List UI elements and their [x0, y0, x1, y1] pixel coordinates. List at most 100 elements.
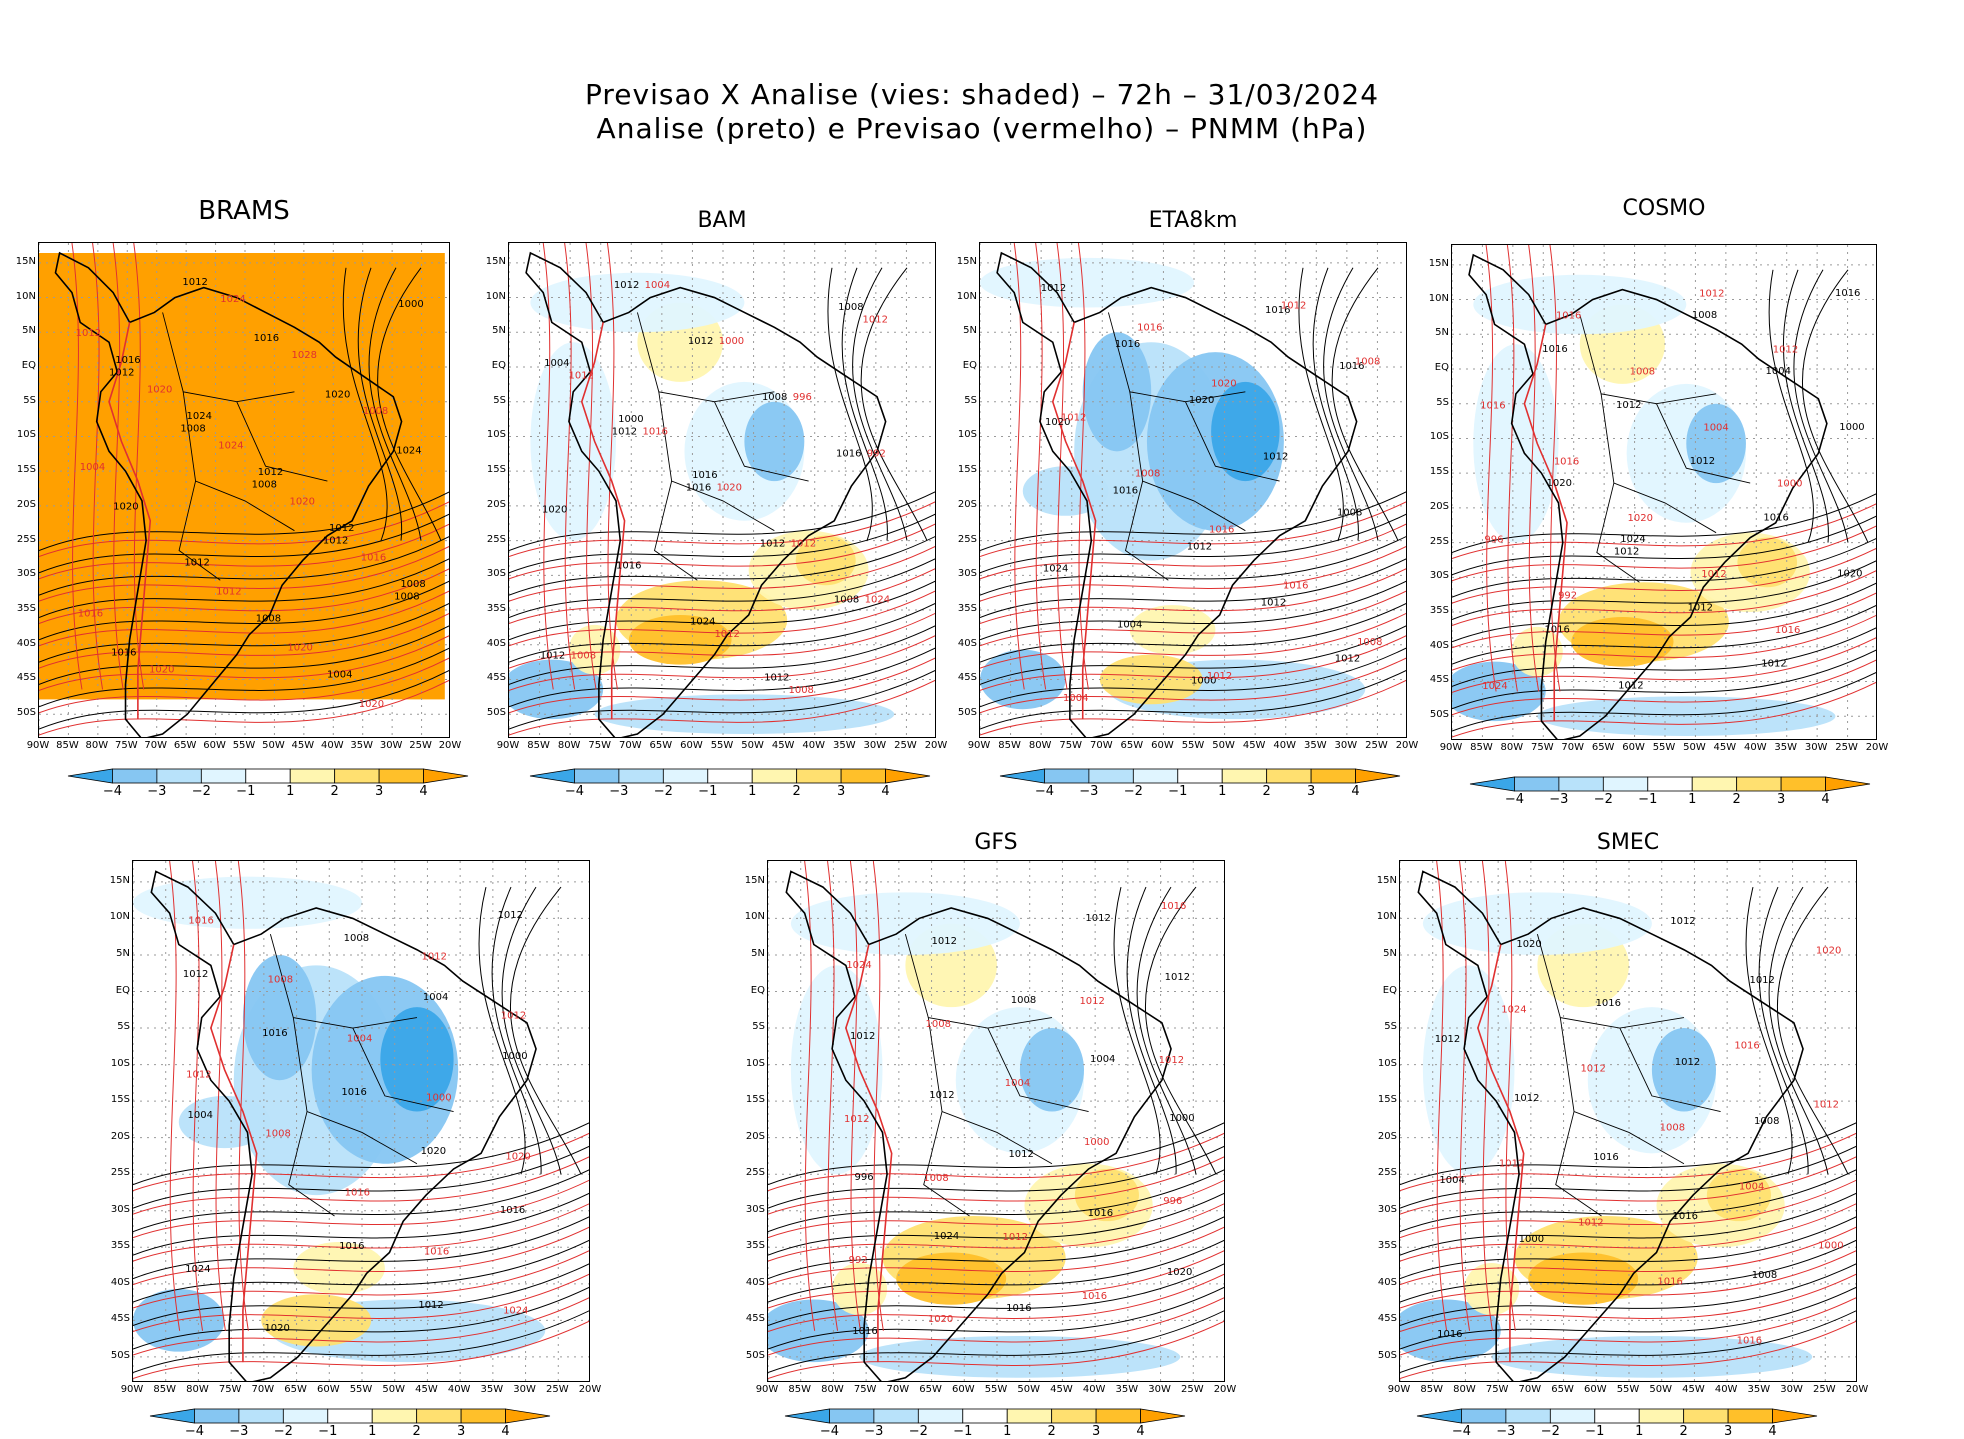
colorbar-tick-label: −1 [1585, 1424, 1605, 1439]
country-border [714, 401, 809, 482]
contour-label: 1012 [863, 314, 888, 325]
contour-label: 996 [1484, 535, 1503, 546]
bias-area [859, 1336, 1181, 1378]
isobar-analysis [509, 558, 935, 618]
lat-tick-label: 10S [1429, 431, 1449, 443]
contour-label: 1012 [76, 328, 101, 339]
isobar-analysis [1793, 269, 1849, 543]
isobar-analysis [980, 602, 1406, 663]
continent-outline [1417, 870, 1804, 1381]
colorbar-tick-label: 2 [1679, 1424, 1688, 1439]
contour-label: 1012 [1749, 975, 1774, 986]
bias-area [1022, 466, 1109, 516]
colorbar-tick-label: −4 [819, 1424, 840, 1439]
contour-label: 1012 [1514, 1093, 1539, 1104]
map-canvas-eta8km: 1016101210121012101210161020101210081024… [980, 243, 1406, 737]
isobar-analysis [133, 1169, 589, 1233]
country-border [1555, 1111, 1602, 1217]
contour-label: 1016 [188, 916, 213, 927]
isobar-forecast [509, 501, 935, 557]
isobar-forecast [1035, 243, 1047, 690]
contour-label: 1020 [264, 1323, 289, 1334]
figure-title-line1: Previsao X Analise (vies: shaded) – 72h … [584, 78, 1380, 111]
isobar-forecast [1549, 245, 1561, 692]
colorbar-tick-label: 3 [1723, 1424, 1733, 1439]
contour-label: 992 [849, 1255, 868, 1266]
lon-tick-label: 85W [788, 1384, 812, 1395]
lat-tick-label: 45S [1429, 674, 1449, 686]
isobar-forecast [133, 1203, 589, 1262]
contour-label: 1012 [1578, 1217, 1603, 1228]
country-border [1129, 391, 1246, 532]
lat-tick-label: 30S [1429, 570, 1449, 582]
contour-label: 1012 [1701, 569, 1726, 580]
isobar-forecast [768, 1320, 1224, 1380]
contour-label: 1016 [1437, 1329, 1462, 1340]
colorbar-tick-label: 4 [1351, 784, 1360, 799]
contour-label: 1012 [760, 539, 785, 550]
colorbar-segment [1647, 776, 1693, 792]
colorbar-segment [1221, 768, 1268, 784]
isobar-forecast [509, 568, 935, 624]
lat-tick-label: 50S [110, 1349, 130, 1361]
colorbar-tick-label: 4 [501, 1424, 510, 1439]
contour-label: 1012 [498, 910, 523, 921]
contour-label: 1024 [185, 1264, 210, 1275]
colorbar-segment [574, 768, 620, 784]
country-border [182, 391, 295, 532]
contour-label: 1012 [1335, 654, 1360, 665]
isobar-forecast [849, 861, 861, 1331]
contour-label: 1024 [846, 960, 871, 971]
isobar-analysis [133, 1145, 589, 1209]
contour-label: 1012 [1261, 598, 1286, 609]
bias-area [568, 624, 621, 675]
colorbar-tick-label: 3 [374, 784, 384, 799]
isobar-analysis [509, 886, 582, 1175]
contour-label: 1016 [1556, 310, 1581, 321]
colorbar-segment [840, 768, 886, 784]
isobar-analysis [357, 267, 403, 541]
isobar-forecast [1452, 570, 1876, 626]
colorbar-tick-label: −2 [273, 1424, 293, 1439]
contour-label: 1028 [292, 350, 317, 361]
lat-tick-label: 30S [1377, 1203, 1397, 1215]
contour-label: 1012 [109, 367, 134, 378]
country-border [1579, 314, 1717, 405]
andes-isobars [845, 944, 893, 1363]
colorbar-segment [334, 768, 380, 784]
isobar-forecast [980, 612, 1406, 669]
isobar-forecast [1452, 637, 1876, 693]
lon-tick-label: 35W [480, 1384, 504, 1395]
colorbar-eta8km [990, 768, 1410, 788]
isobar-forecast [1056, 243, 1068, 690]
colorbar-tick-label: −2 [1540, 1424, 1560, 1439]
lat-tick-label: 25S [957, 533, 977, 545]
lat-tick-label: 25S [486, 533, 506, 545]
isobar-analysis [841, 267, 888, 541]
contour-label: 1016 [339, 1241, 364, 1252]
colorbar-segment [707, 768, 753, 784]
isobar-analysis [768, 1286, 1224, 1350]
contour-label: 1012 [183, 969, 208, 980]
isobar-analysis [1126, 886, 1177, 1175]
contour-label: 1012 [1499, 1158, 1524, 1169]
lat-tick-label: 30S [486, 568, 506, 580]
isobar-forecast [768, 1156, 1224, 1215]
contour-label: 1008 [252, 480, 277, 491]
isobar-analysis [1452, 560, 1876, 620]
isobar-forecast [768, 1179, 1224, 1239]
isobar-forecast [133, 1156, 589, 1215]
contour-label: 1004 [1063, 693, 1088, 704]
colorbar-segment [1825, 776, 1871, 792]
contour-label: 1012 [1614, 547, 1639, 558]
isobar-analysis [1400, 1145, 1856, 1209]
contour-label: 1008 [1752, 1270, 1777, 1281]
isobar-forecast [804, 861, 816, 1331]
isobar-analysis [1400, 1122, 1856, 1186]
contour-label: 1016 [1161, 901, 1186, 912]
bias-area [530, 272, 745, 333]
isobar-forecast [133, 243, 145, 690]
isobar-analysis [1452, 538, 1876, 598]
lon-tick-label: 35W [1774, 742, 1798, 753]
colorbar-cosmo [1460, 776, 1880, 796]
